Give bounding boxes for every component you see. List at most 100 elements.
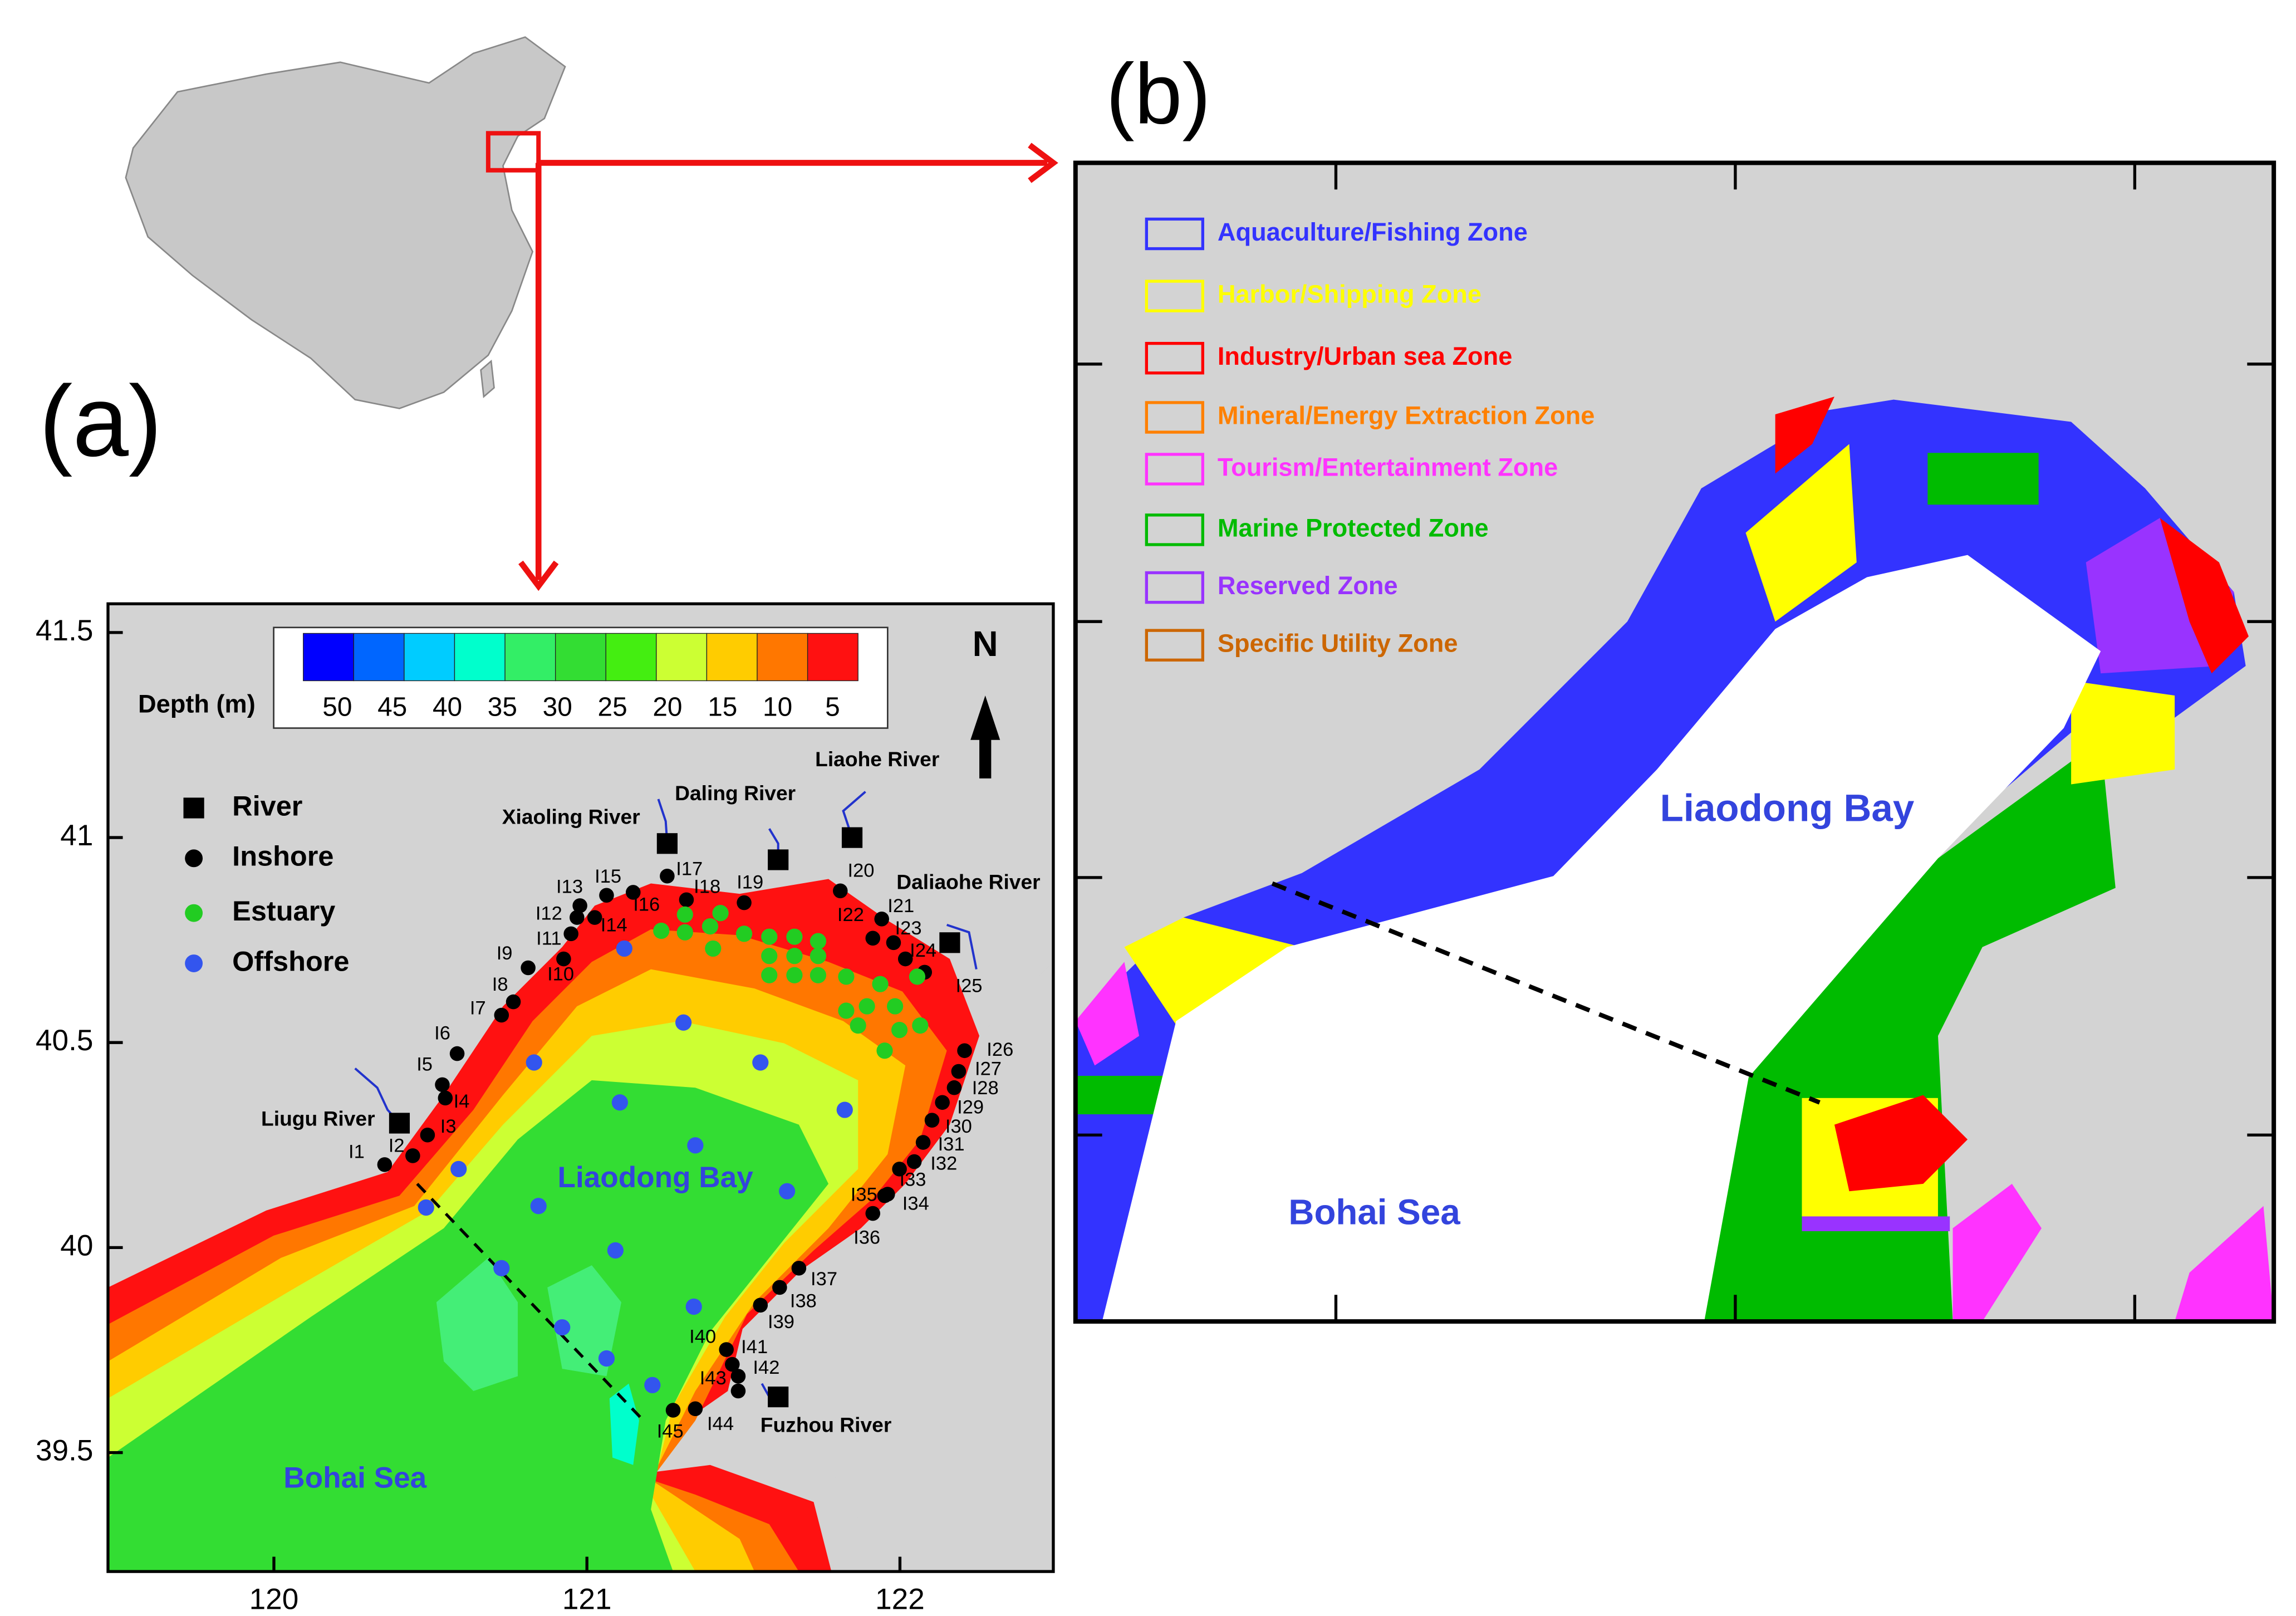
offshore-station xyxy=(611,1094,628,1111)
colorbar-label: 40 xyxy=(433,693,462,722)
station-label: I30 xyxy=(945,1116,972,1137)
legend-swatch xyxy=(1145,280,1204,312)
legend-label: Estuary xyxy=(232,895,335,927)
inshore-station xyxy=(897,951,913,967)
frame xyxy=(1073,160,2277,1324)
legend-marker xyxy=(185,954,203,972)
inshore-station xyxy=(494,1007,509,1023)
inshore-station xyxy=(892,1162,907,1177)
legend-swatch xyxy=(1145,571,1204,604)
north-label: N xyxy=(973,624,998,664)
legend-marker xyxy=(185,904,203,922)
arrow-head xyxy=(1028,143,1058,183)
estuary-station xyxy=(676,906,693,923)
y-tick-label: 40.5 xyxy=(36,1024,93,1057)
river-marker xyxy=(389,1113,410,1134)
station-label: I16 xyxy=(633,894,660,915)
station-label: I19 xyxy=(737,872,763,893)
estuary-station xyxy=(761,928,778,945)
station-label: I29 xyxy=(957,1097,984,1118)
y-tick-label: 40 xyxy=(60,1229,93,1262)
estuary-station xyxy=(705,940,722,957)
station-label: I20 xyxy=(847,860,874,881)
inshore-station xyxy=(935,1095,950,1110)
estuary-station xyxy=(761,948,778,964)
station-label: I36 xyxy=(853,1227,880,1248)
mixed-zone xyxy=(2175,1206,2274,1322)
inshore-station xyxy=(435,1077,450,1093)
legend-marker xyxy=(185,849,203,868)
station-label: I11 xyxy=(536,928,561,949)
inshore-station xyxy=(880,1187,895,1202)
offshore-station xyxy=(450,1160,467,1177)
estuary-station xyxy=(891,1021,908,1039)
estuary-station xyxy=(701,918,719,935)
colorbar-label: 25 xyxy=(597,693,627,722)
china-map xyxy=(125,36,566,409)
offshore-station xyxy=(554,1319,571,1336)
station-label: I33 xyxy=(899,1169,926,1191)
taiwan xyxy=(480,359,495,398)
tourism-zone xyxy=(1952,1183,2042,1322)
estuary-station xyxy=(712,905,729,922)
inshore-station xyxy=(865,1206,881,1221)
inshore-station xyxy=(572,898,587,913)
inshore-station xyxy=(449,1046,465,1061)
legend-label: Reserved Zone xyxy=(1218,571,1398,600)
station-label: I15 xyxy=(595,866,621,887)
legend-label: Offshore xyxy=(232,945,349,977)
estuary-station xyxy=(912,1017,929,1034)
station-label: I9 xyxy=(497,943,513,964)
inshore-station xyxy=(915,1135,931,1150)
inshore-station xyxy=(886,935,901,951)
offshore-station xyxy=(598,1350,615,1367)
harbor-zone xyxy=(1745,444,1857,622)
estuary-station xyxy=(858,998,875,1015)
offshore-station xyxy=(779,1183,796,1199)
inshore-station xyxy=(725,1357,740,1372)
inshore-station xyxy=(626,885,641,900)
station-label: I14 xyxy=(601,915,627,936)
station-label: I31 xyxy=(938,1134,965,1155)
river-marker xyxy=(768,1386,789,1408)
legend-marker xyxy=(183,797,204,819)
station-label: I8 xyxy=(492,974,508,995)
colorbar-cell xyxy=(404,633,455,682)
inshore-station xyxy=(665,1403,681,1418)
place-label: Bohai Sea xyxy=(283,1461,426,1494)
river-label: Liugu River xyxy=(261,1107,375,1130)
station-label: I27 xyxy=(975,1058,1002,1079)
y-tick-label: 41 xyxy=(60,819,93,852)
colorbar-cell xyxy=(656,633,708,682)
station-label: I32 xyxy=(930,1153,957,1174)
station-label: I42 xyxy=(753,1357,779,1378)
station-label: I41 xyxy=(741,1336,768,1358)
transect xyxy=(1271,881,1821,1105)
colorbar-label: 10 xyxy=(763,693,792,722)
y-tick-label: 39.5 xyxy=(36,1434,93,1467)
legend-swatch xyxy=(1145,629,1204,662)
colorbar-cell xyxy=(504,633,556,682)
inshore-station xyxy=(599,888,614,903)
transect xyxy=(416,1183,645,1422)
harbor-zone xyxy=(2071,680,2175,785)
frame xyxy=(106,602,1055,1573)
inshore-station xyxy=(420,1127,435,1143)
station-label: I45 xyxy=(657,1421,684,1442)
river-label: Xiaoling River xyxy=(502,805,640,828)
inshore-station xyxy=(438,1090,453,1106)
station-label: I22 xyxy=(837,904,864,925)
estuary-station xyxy=(876,1042,893,1059)
place-label: Bohai Sea xyxy=(1288,1192,1460,1232)
offshore-station xyxy=(675,1014,692,1031)
marine-protected-zone xyxy=(1927,453,2039,505)
station-label: I26 xyxy=(987,1039,1013,1060)
north-arrow xyxy=(970,696,1000,778)
inshore-station xyxy=(556,951,571,967)
legend-label: Marine Protected Zone xyxy=(1218,513,1489,542)
estuary-station xyxy=(838,968,855,985)
inshore-station xyxy=(833,883,848,899)
estuary-station xyxy=(653,922,670,939)
place-label: Liaodong Bay xyxy=(1660,786,1915,830)
station-label: I18 xyxy=(694,876,720,898)
